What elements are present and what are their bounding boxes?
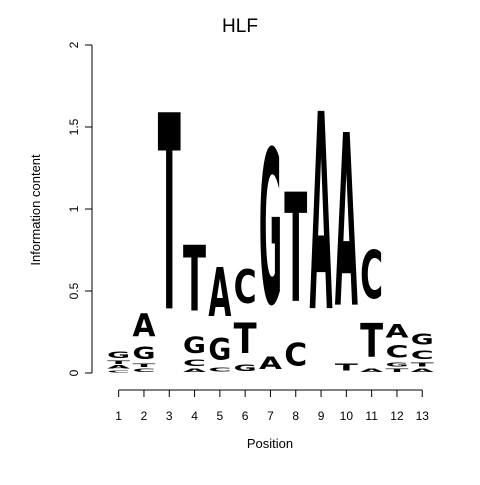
logo-letter-a: A [183,368,207,373]
chart-title: HLF [222,16,258,37]
logo-letter-g: G [107,350,130,360]
x-axis: 1 2 3 4 5 6 7 8 9 10 11 12 13 [115,390,429,423]
logo-letter-g: G [183,332,206,359]
x-tick-label: 4 [191,409,198,423]
logo-letter-t: T [132,363,156,368]
logo-letter-c: C [385,342,408,361]
x-tick-label: 6 [242,409,249,423]
logo-letter-a: A [411,368,435,373]
logo-letter-g: G [411,331,434,349]
logo-letter-c: C [411,348,434,361]
x-tick-label: 11 [365,409,378,423]
logo-letter-c: C [284,338,307,374]
logo-letter-a: A [259,354,282,374]
y-axis-label: Information content [28,154,43,266]
y-axis: 0 0.5 1 1.5 2 [67,41,92,376]
logo-letter-a: A [132,309,156,345]
x-tick-label: 12 [390,409,404,423]
logo-letter-t: T [335,362,358,373]
logo-letter-t: T [385,368,409,373]
logo-letter-g: G [259,106,282,353]
logo-letter-t: T [234,314,257,363]
logo-letter-t: T [411,362,435,368]
x-tick-label: 3 [166,409,173,423]
x-tick-label: 5 [217,409,224,423]
x-tick-label: 7 [267,409,274,423]
y-tick-label: 1.5 [67,118,81,135]
logo-letter-a: A [360,368,384,373]
x-tick-label: 13 [416,409,430,423]
y-tick-label: 0 [67,369,81,376]
logo-letter-t: T [284,162,307,337]
logo-letter-a: A [310,58,333,373]
logo-letter-g: G [132,345,155,364]
logo-letter-g: G [234,363,257,373]
x-tick-label: 10 [340,409,354,423]
y-tick-label: 0.5 [67,282,81,299]
logo-letter-t: T [183,227,206,332]
logo-letter-a: A [208,255,231,333]
y-tick-label: 2 [67,41,81,48]
logo-letter-g: G [208,332,231,367]
x-tick-label: 1 [115,409,122,423]
logo-letter-a: A [335,84,358,360]
x-tick-label: 8 [292,409,299,423]
logo-letter-c: C [107,370,130,373]
logo-letter-c: C [132,368,155,373]
logo-letter-g: G [385,361,408,368]
logo-letter-a: A [107,365,131,370]
x-tick-label: 2 [141,409,148,423]
logo-letter-c: C [234,261,257,315]
logo-letter-t: T [107,360,131,365]
y-tick-label: 1 [67,205,81,212]
x-axis-label: Position [247,436,293,451]
logo-letter-t: T [360,314,383,369]
logo-letter-t: T [158,60,181,373]
logo-letter-c: C [208,367,231,373]
logo-letter-c: C [183,359,206,369]
x-tick-label: 9 [318,409,325,423]
logo-letter-a: A [385,320,408,341]
logo-letter-c: C [360,238,383,315]
